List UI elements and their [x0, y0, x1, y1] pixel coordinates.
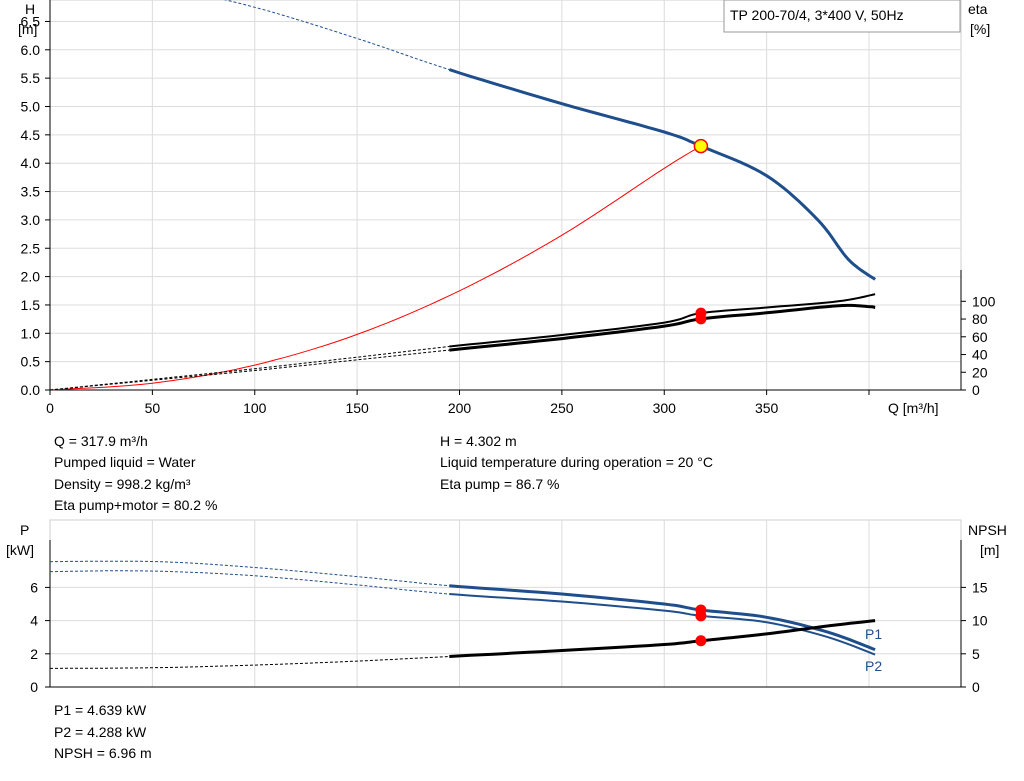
product-label: TP 200-70/4, 3*400 V, 50Hz	[730, 7, 904, 23]
info-eta-pump: Eta pump = 86.7 %	[440, 476, 559, 492]
eta-pump-motor-curve	[449, 303, 876, 352]
bottom-y-left-tick-label: 0	[30, 679, 38, 695]
info-npsh: NPSH = 6.96 m	[54, 745, 152, 761]
top-y-right-tick-label: 60	[972, 329, 988, 345]
bottom-curves	[49, 560, 876, 669]
top-y-left-tick-label: 2.5	[21, 240, 41, 256]
top-chart: 0 50 100 150 200 250 300 350 0.00.51.01.52.02.5…	[18, 0, 996, 416]
info-p2: P2 = 4.288 kW	[54, 724, 147, 740]
head-curve	[448, 68, 876, 281]
top-x-tick-label: 350	[755, 400, 779, 416]
top-y-left-tick-label: 5.5	[21, 70, 41, 86]
top-y-left-tick-label: 5.0	[21, 99, 41, 115]
bottom-y-right-tick-label: 10	[972, 613, 988, 629]
product-label-box: TP 200-70/4, 3*400 V, 50Hz	[723, 0, 961, 33]
bottom-y-left-unit: [kW]	[6, 542, 34, 558]
top-info: Q = 317.9 m³/h Pumped liquid = Water Den…	[54, 433, 713, 513]
top-y-left-label: H	[25, 1, 35, 17]
bottom-y-left-tick-label: 4	[30, 613, 38, 629]
top-x-tick-label: 150	[345, 400, 369, 416]
top-x-tick-labels: 0 50 100 150 200 250 300 350	[46, 390, 870, 416]
top-y-left-tick-label: 7.0	[21, 0, 41, 1]
bottom-y-left-tick-label: 2	[30, 646, 38, 662]
top-x-label: Q [m³/h]	[888, 400, 939, 416]
top-gridlines	[50, 0, 961, 390]
bottom-chart: 0 2 4 6 0 5 10 15 P [kW] NPSH [m] P1 P2	[6, 519, 1007, 695]
top-y-left-tick-label: 3.5	[21, 184, 41, 200]
top-x-tick-label: 50	[145, 400, 161, 416]
info-temperature: Liquid temperature during operation = 20…	[440, 454, 713, 470]
bottom-plot-area	[49, 519, 962, 688]
bottom-y-left-tick-label: 6	[30, 579, 38, 595]
top-x-tick-label: 300	[653, 400, 677, 416]
top-y-right-label: eta	[968, 1, 988, 17]
info-liquid: Pumped liquid = Water	[54, 454, 196, 470]
top-left-tick-labels: 0.0 0.5 1.0 1.5 2.0 2.5 3.0 3.5 4.0 4.5 5.0 5.5 6.0 6…	[21, 0, 50, 398]
bottom-y-right-tick-label: 15	[972, 579, 988, 595]
series-label-p2: P2	[865, 658, 882, 674]
system-curve	[49, 145, 702, 391]
bottom-left-tick-labels: 0 2 4 6	[30, 579, 50, 695]
eta-pump-motor-curve-extrapolated	[49, 349, 450, 391]
info-h: H = 4.302 m	[440, 433, 517, 449]
top-y-left-unit: [m]	[18, 21, 37, 37]
bottom-y-left-label: P	[20, 522, 29, 538]
eta-pump-motor-point	[695, 313, 707, 325]
npsh-point	[695, 635, 707, 647]
top-x-tick-label: 0	[46, 400, 54, 416]
bottom-y-right-label: NPSH	[968, 522, 1007, 538]
top-y-left-tick-label: 6.0	[21, 42, 41, 58]
top-y-left-tick-label: 6.5	[21, 13, 41, 29]
p1-curve	[449, 584, 876, 652]
p2-curve-extrapolated	[50, 570, 450, 595]
npsh-curve-extrapolated	[50, 656, 450, 669]
info-density: Density = 998.2 kg/m³	[54, 476, 191, 492]
top-curves	[49, 0, 876, 391]
top-y-right-unit: [%]	[970, 21, 990, 37]
top-y-right-tick-label: 40	[972, 347, 988, 363]
bottom-info: P1 = 4.639 kW P2 = 4.288 kW NPSH = 6.96 …	[54, 702, 152, 761]
eta-pump-curve	[449, 293, 876, 348]
info-p1: P1 = 4.639 kW	[54, 702, 147, 718]
top-y-right-tick-label: 0	[972, 382, 980, 398]
bottom-right-tick-labels: 0 5 10 15	[961, 579, 988, 695]
bottom-y-right-tick-label: 0	[972, 679, 980, 695]
product-label-frame	[723, 0, 961, 33]
eta-pump-curve-extrapolated	[49, 346, 450, 391]
top-y-left-tick-label: 4.0	[21, 155, 41, 171]
top-plot-area	[49, 0, 962, 391]
top-x-tick-label: 250	[550, 400, 574, 416]
top-y-left-tick-label: 0.5	[21, 354, 41, 370]
top-y-right-tick-label: 20	[972, 364, 988, 380]
p2-point	[695, 610, 707, 622]
series-label-p1: P1	[865, 626, 882, 642]
bottom-gridlines	[50, 520, 961, 687]
top-y-left-tick-label: 0.0	[21, 382, 41, 398]
top-x-tick-label: 100	[243, 400, 267, 416]
duty-point	[693, 138, 709, 154]
head-curve-extrapolated	[223, 0, 450, 71]
p1-curve-extrapolated	[49, 560, 450, 587]
top-x-tick-label: 200	[448, 400, 472, 416]
top-y-right-tick-label: 100	[972, 293, 996, 309]
top-y-left-tick-label: 1.0	[21, 325, 41, 341]
top-y-right-tick-label: 80	[972, 311, 988, 327]
top-y-left-tick-label: 2.0	[21, 269, 41, 285]
top-y-left-tick-label: 3.0	[21, 212, 41, 228]
bottom-y-right-unit: [m]	[980, 542, 999, 558]
bottom-y-right-tick-label: 5	[972, 646, 980, 662]
info-q: Q = 317.9 m³/h	[54, 433, 148, 449]
top-y-left-tick-label: 4.5	[21, 127, 41, 143]
top-y-left-tick-label: 1.5	[21, 297, 41, 313]
info-eta-pump-motor: Eta pump+motor = 80.2 %	[54, 497, 217, 513]
